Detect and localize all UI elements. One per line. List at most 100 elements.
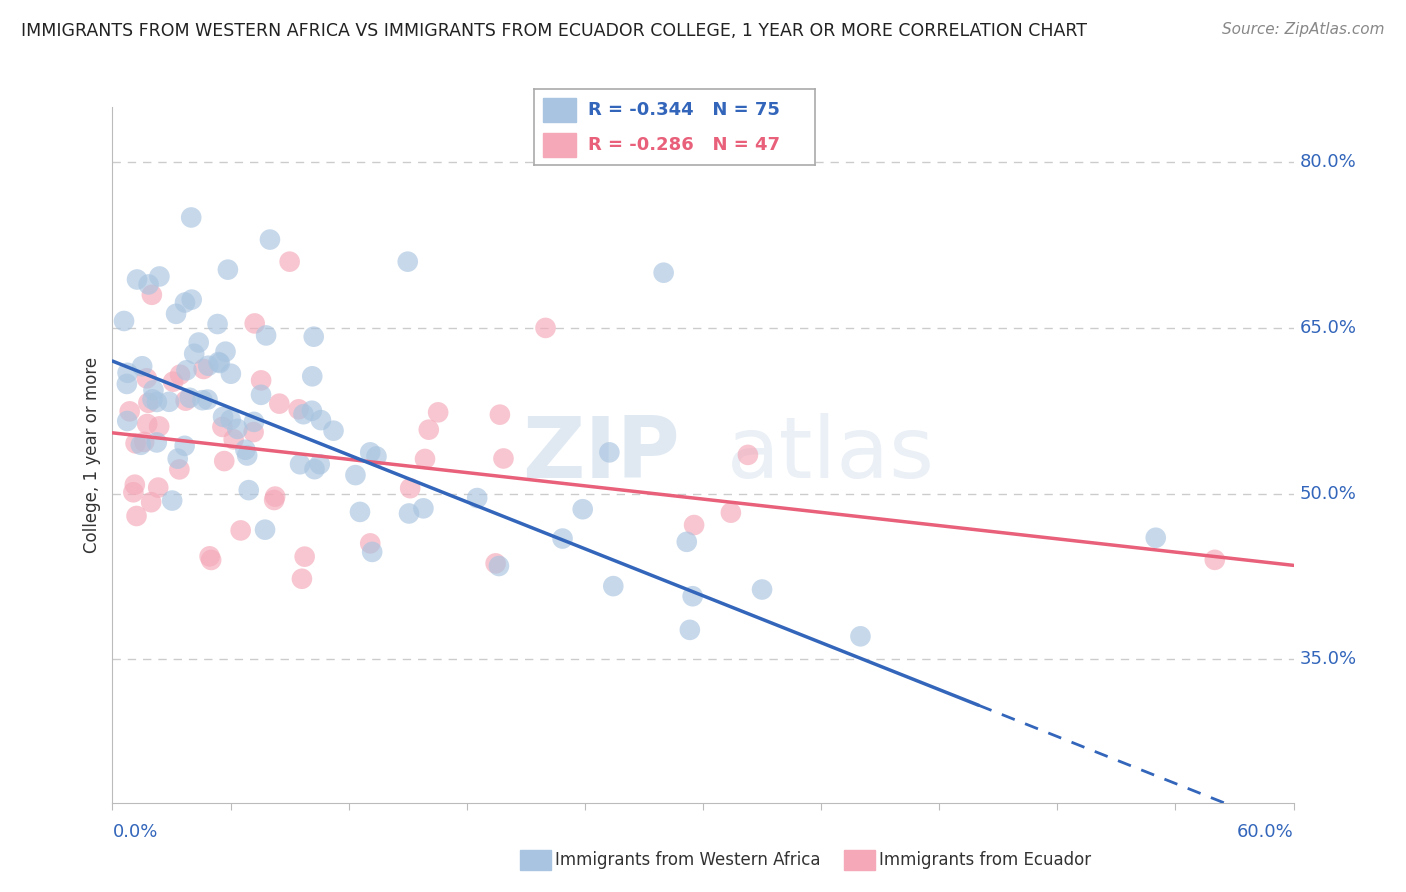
- Point: [211, 420, 233, 434]
- Point: [679, 623, 702, 637]
- Point: [250, 373, 273, 387]
- Text: 60.0%: 60.0%: [1237, 822, 1294, 840]
- Point: [217, 262, 239, 277]
- Point: [117, 366, 139, 380]
- Point: [118, 404, 141, 418]
- Point: [165, 307, 187, 321]
- Point: [145, 435, 167, 450]
- Point: [180, 293, 202, 307]
- Point: [427, 405, 450, 419]
- Point: [344, 468, 367, 483]
- Point: [180, 211, 202, 225]
- Point: [682, 589, 704, 603]
- Point: [166, 451, 188, 466]
- Text: ZIP: ZIP: [522, 413, 679, 497]
- Point: [418, 423, 440, 437]
- Text: Immigrants from Ecuador: Immigrants from Ecuador: [879, 851, 1091, 869]
- Point: [198, 549, 221, 564]
- Point: [238, 483, 260, 497]
- Point: [212, 409, 235, 424]
- Point: [117, 414, 139, 428]
- Point: [489, 408, 512, 422]
- Point: [492, 451, 515, 466]
- Point: [112, 314, 135, 328]
- Point: [683, 518, 706, 533]
- Point: [488, 559, 510, 574]
- Point: [291, 572, 314, 586]
- Point: [169, 368, 191, 382]
- Point: [269, 397, 291, 411]
- Text: Source: ZipAtlas.com: Source: ZipAtlas.com: [1222, 22, 1385, 37]
- Point: [226, 422, 249, 436]
- Point: [301, 369, 323, 384]
- Point: [413, 452, 436, 467]
- Point: [737, 448, 759, 462]
- Point: [134, 434, 156, 449]
- Point: [292, 407, 315, 421]
- Point: [571, 502, 593, 516]
- Point: [197, 359, 219, 373]
- Point: [485, 557, 508, 571]
- Point: [322, 424, 344, 438]
- Point: [219, 367, 242, 381]
- Point: [169, 462, 191, 476]
- Point: [207, 317, 229, 331]
- Point: [849, 629, 872, 643]
- Point: [301, 403, 323, 417]
- Point: [148, 419, 170, 434]
- FancyBboxPatch shape: [543, 133, 576, 158]
- Point: [534, 321, 557, 335]
- Point: [254, 523, 277, 537]
- Point: [141, 392, 163, 407]
- Point: [396, 254, 419, 268]
- Point: [222, 433, 245, 447]
- Point: [302, 329, 325, 343]
- Point: [122, 485, 145, 500]
- Point: [243, 317, 266, 331]
- Point: [243, 415, 266, 429]
- Text: 80.0%: 80.0%: [1299, 153, 1357, 171]
- Point: [278, 254, 301, 268]
- Point: [412, 501, 434, 516]
- Point: [124, 436, 146, 450]
- Point: [138, 277, 160, 292]
- Text: 65.0%: 65.0%: [1299, 319, 1357, 337]
- Point: [465, 491, 488, 505]
- Point: [254, 328, 277, 343]
- Point: [125, 272, 148, 286]
- Point: [207, 355, 229, 369]
- Point: [157, 394, 180, 409]
- Point: [141, 287, 163, 301]
- Point: [259, 233, 281, 247]
- Point: [309, 413, 332, 427]
- Point: [551, 532, 574, 546]
- Point: [193, 362, 215, 376]
- Text: R = -0.344   N = 75: R = -0.344 N = 75: [588, 101, 779, 119]
- Point: [219, 413, 242, 427]
- Point: [138, 396, 160, 410]
- Text: IMMIGRANTS FROM WESTERN AFRICA VS IMMIGRANTS FROM ECUADOR COLLEGE, 1 YEAR OR MOR: IMMIGRANTS FROM WESTERN AFRICA VS IMMIGR…: [21, 22, 1087, 40]
- Point: [187, 335, 209, 350]
- Point: [162, 375, 184, 389]
- Point: [115, 376, 138, 391]
- Point: [294, 549, 316, 564]
- Point: [176, 363, 198, 377]
- Point: [235, 442, 257, 457]
- Text: 50.0%: 50.0%: [1299, 484, 1357, 502]
- Text: 35.0%: 35.0%: [1299, 650, 1357, 668]
- Point: [359, 445, 381, 459]
- Point: [179, 391, 201, 405]
- Point: [136, 417, 159, 431]
- Point: [125, 508, 148, 523]
- Point: [366, 450, 388, 464]
- Point: [197, 392, 219, 407]
- Point: [148, 481, 170, 495]
- Y-axis label: College, 1 year or more: College, 1 year or more: [83, 357, 101, 553]
- Point: [288, 457, 311, 471]
- Point: [602, 579, 624, 593]
- Point: [263, 493, 285, 508]
- Point: [675, 534, 697, 549]
- Point: [191, 393, 214, 408]
- Point: [304, 462, 326, 476]
- Point: [173, 439, 195, 453]
